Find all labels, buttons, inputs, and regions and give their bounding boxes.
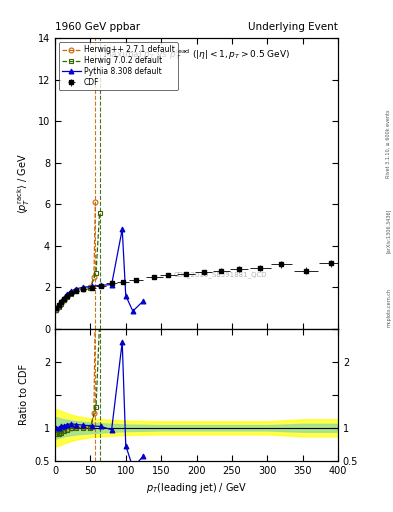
Herwig 7.0.2 default [58,301,63,307]
Herwig 7.0.2 default [97,209,102,216]
Herwig 7.0.2 default [88,285,93,291]
Pythia 8.308 default [109,282,114,288]
Pythia 8.308 default [99,282,103,288]
Herwig 7.0.2 default [54,307,59,313]
Herwig 7.0.2 default [81,286,86,292]
Herwig++ 2.7.1 default [88,284,93,290]
Text: mcplots.cern.ch: mcplots.cern.ch [386,288,391,327]
Line: Pythia 8.308 default: Pythia 8.308 default [54,227,146,313]
Herwig++ 2.7.1 default [92,274,96,280]
Pythia 8.308 default [81,284,86,290]
Line: Herwig 7.0.2 default: Herwig 7.0.2 default [54,210,102,312]
Legend: Herwig++ 2.7.1 default, Herwig 7.0.2 default, Pythia 8.308 default, CDF: Herwig++ 2.7.1 default, Herwig 7.0.2 def… [59,42,178,90]
Pythia 8.308 default [74,286,79,292]
Herwig 7.0.2 default [65,293,70,300]
Herwig 7.0.2 default [69,290,73,296]
Text: Underlying Event: Underlying Event [248,22,338,32]
Text: Maximal $p_T$ vs $p_T^{\rm lead}$ ($|\eta| < 1, p_T > 0.5$ GeV): Maximal $p_T$ vs $p_T^{\rm lead}$ ($|\et… [103,47,290,62]
Y-axis label: $\langle p_T^{\rm rack} \rangle$ / GeV: $\langle p_T^{\rm rack} \rangle$ / GeV [15,153,32,214]
Herwig++ 2.7.1 default [65,293,70,299]
Pythia 8.308 default [56,302,61,308]
Herwig++ 2.7.1 default [61,296,66,303]
Line: Herwig++ 2.7.1 default: Herwig++ 2.7.1 default [54,200,98,312]
Herwig++ 2.7.1 default [58,301,63,307]
Pythia 8.308 default [141,297,146,304]
Herwig 7.0.2 default [56,304,61,310]
Pythia 8.308 default [123,292,128,298]
Text: Rivet 3.1.10, ≥ 600k events: Rivet 3.1.10, ≥ 600k events [386,109,391,178]
Pythia 8.308 default [58,298,63,305]
Herwig++ 2.7.1 default [69,290,73,296]
Pythia 8.308 default [90,283,94,289]
Herwig 7.0.2 default [94,270,98,276]
Text: [arXiv:1306.3436]: [arXiv:1306.3436] [386,208,391,252]
Pythia 8.308 default [130,308,135,314]
Y-axis label: Ratio to CDF: Ratio to CDF [19,364,29,425]
Pythia 8.308 default [54,305,59,311]
Herwig 7.0.2 default [74,288,79,294]
Pythia 8.308 default [61,294,66,301]
Text: 1960 GeV ppbar: 1960 GeV ppbar [55,22,140,32]
Text: CDF_2010_S8591881_QCD: CDF_2010_S8591881_QCD [174,271,267,279]
Herwig 7.0.2 default [61,297,66,303]
X-axis label: $p_T$(leading jet) / GeV: $p_T$(leading jet) / GeV [146,481,247,495]
Herwig++ 2.7.1 default [81,286,86,292]
Pythia 8.308 default [69,288,73,294]
Herwig++ 2.7.1 default [54,307,59,313]
Herwig++ 2.7.1 default [56,303,61,309]
Pythia 8.308 default [65,291,70,297]
Herwig++ 2.7.1 default [74,287,79,293]
Herwig++ 2.7.1 default [93,199,98,205]
Pythia 8.308 default [120,226,125,232]
